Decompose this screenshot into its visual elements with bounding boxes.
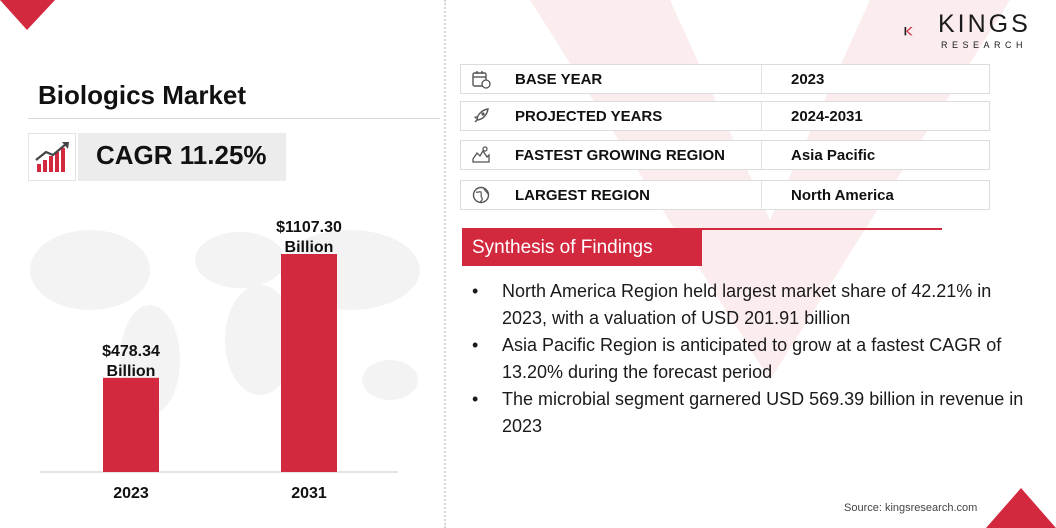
finding-text: North America Region held largest market… <box>502 281 992 328</box>
cagr-panel <box>78 133 286 181</box>
calendar-icon <box>472 71 491 89</box>
growth-chart-icon <box>28 133 76 181</box>
info-value: 2023 <box>791 71 825 88</box>
finding-text: Asia Pacific Region is anticipated to gr… <box>502 335 1002 382</box>
bar-chart: $478.34 Billion 2023 $1107.30 Billion 2031 <box>30 219 420 502</box>
synthesis-title: Synthesis of Findings <box>472 237 653 258</box>
data-label: Billion <box>107 363 156 380</box>
info-label: LARGEST REGION <box>515 187 651 204</box>
data-label: Billion <box>285 239 334 256</box>
title-underline <box>28 118 440 119</box>
info-row-projected-years: PROJECTED YEARS 2024-2031 <box>460 101 990 131</box>
info-value: 2024-2031 <box>791 108 863 125</box>
info-separator <box>761 65 762 93</box>
corner-accent-top-left <box>0 0 55 30</box>
cagr-value: CAGR 11.25% <box>96 140 267 170</box>
list-item: • North America Region held largest marke… <box>470 278 1040 332</box>
info-value: North America <box>791 187 894 204</box>
market-title: Biologics Market <box>38 80 247 110</box>
bullet-marker: • <box>472 389 479 409</box>
rocket-icon <box>474 108 489 123</box>
list-item: • The microbial segment garnered USD 569.… <box>470 386 1040 440</box>
info-value: Asia Pacific <box>791 147 876 164</box>
bullet-marker: • <box>472 335 479 355</box>
corner-accent-bottom-right <box>986 488 1056 528</box>
logo-subtitle: RESEARCH <box>941 40 1028 50</box>
findings-list: • North America Region held largest marke… <box>470 278 1040 440</box>
synthesis-header <box>462 230 702 266</box>
bullet-marker: • <box>472 281 479 301</box>
world-map-watermark <box>30 230 420 415</box>
info-row-fastest-region: FASTEST GROWING REGION Asia Pacific <box>460 140 990 170</box>
source-note: Source: kingsresearch.com <box>844 502 978 514</box>
synthesis-rule <box>462 228 942 230</box>
bar-2023 <box>103 377 159 472</box>
info-separator <box>761 181 762 209</box>
info-row-largest-region: LARGEST REGION North America <box>460 180 990 210</box>
info-separator <box>761 102 762 130</box>
info-label: PROJECTED YEARS <box>515 108 663 125</box>
info-label: FASTEST GROWING REGION <box>515 147 726 164</box>
finding-text: The microbial segment garnered USD 569.3… <box>502 389 1024 436</box>
panel-divider <box>444 0 446 528</box>
info-separator <box>761 141 762 169</box>
info-row-base-year: BASE YEAR 2023 <box>460 64 990 94</box>
globe-icon <box>472 186 490 204</box>
data-label: $478.34 <box>102 343 160 360</box>
bar-2031 <box>281 254 337 472</box>
kings-logo-mark <box>904 27 913 36</box>
data-label: $1107.30 <box>276 219 342 236</box>
map-icon <box>472 146 490 163</box>
x-tick-label: 2031 <box>291 485 327 502</box>
x-tick-label: 2023 <box>113 485 149 502</box>
list-item: • Asia Pacific Region is anticipated to g… <box>470 332 1040 386</box>
info-label: BASE YEAR <box>515 71 603 88</box>
logo-wordmark: KINGS <box>938 10 1031 38</box>
